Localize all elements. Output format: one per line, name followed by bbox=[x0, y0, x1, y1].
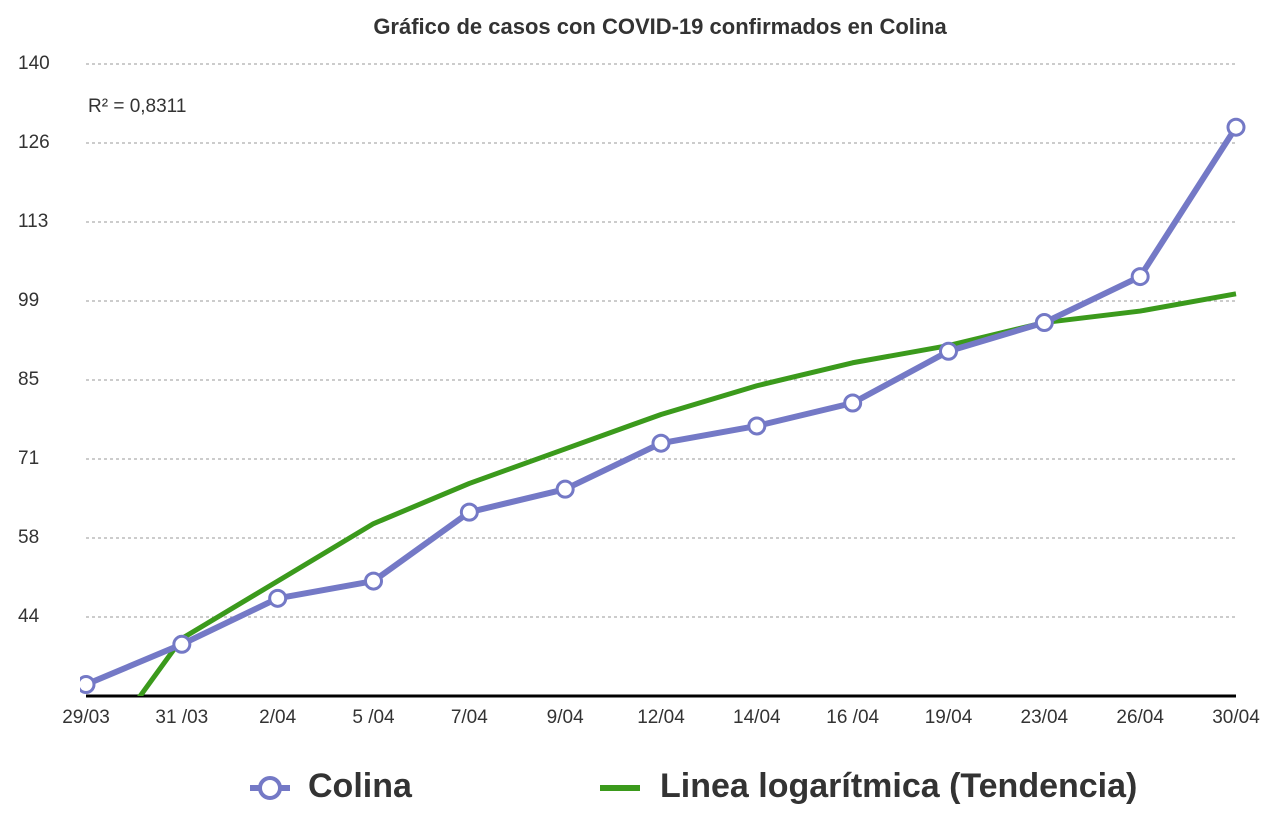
data-point bbox=[555, 479, 575, 499]
x-tick-label: 7/04 bbox=[451, 707, 488, 728]
series-line bbox=[84, 125, 1239, 688]
y-tick-label: 126 bbox=[18, 132, 50, 153]
x-tick-label: 29/03 bbox=[62, 707, 110, 728]
y-tick-label: 113 bbox=[18, 211, 48, 232]
x-tick-label: 14/04 bbox=[733, 707, 781, 728]
y-tick-label: 85 bbox=[18, 369, 39, 390]
legend-label: Linea logarítmica (Tendencia) bbox=[660, 767, 1137, 805]
data-point bbox=[1130, 267, 1150, 287]
x-tick-label: 31 /03 bbox=[155, 707, 208, 728]
data-point bbox=[1226, 117, 1246, 137]
data-point bbox=[843, 393, 863, 413]
x-tick-label: 16 /04 bbox=[826, 707, 879, 728]
annotation: R² = 0,8311 bbox=[88, 96, 186, 117]
data-point bbox=[747, 416, 767, 436]
chart-title: Gráfico de casos con COVID-19 confirmado… bbox=[373, 14, 947, 39]
x-tick-label: 23/04 bbox=[1021, 707, 1069, 728]
y-tick-label: 71 bbox=[18, 448, 39, 469]
x-tick-label: 9/04 bbox=[547, 707, 584, 728]
y-tick-label: 99 bbox=[18, 290, 39, 311]
x-tick-label: 12/04 bbox=[637, 707, 685, 728]
legend-marker bbox=[258, 776, 282, 800]
y-tick-label: 58 bbox=[18, 527, 39, 548]
data-point bbox=[80, 675, 96, 695]
data-point bbox=[1034, 313, 1054, 333]
y-tick-label: 44 bbox=[18, 606, 40, 627]
x-tick-label: 30/04 bbox=[1212, 707, 1260, 728]
data-point bbox=[459, 502, 479, 522]
data-point bbox=[268, 588, 288, 608]
x-tick-label: 26/04 bbox=[1116, 707, 1164, 728]
y-tick-label: 140 bbox=[18, 53, 50, 74]
legend-label: Colina bbox=[308, 767, 413, 805]
data-point bbox=[939, 341, 958, 361]
x-tick-label: 19/04 bbox=[925, 707, 973, 728]
plot-area bbox=[80, 117, 1246, 696]
series-line bbox=[137, 291, 1237, 696]
x-tick-label: 5 /04 bbox=[352, 707, 395, 728]
data-point bbox=[651, 433, 671, 453]
data-point bbox=[172, 634, 192, 654]
data-point bbox=[364, 571, 383, 591]
x-tick-label: 2/04 bbox=[259, 707, 296, 728]
